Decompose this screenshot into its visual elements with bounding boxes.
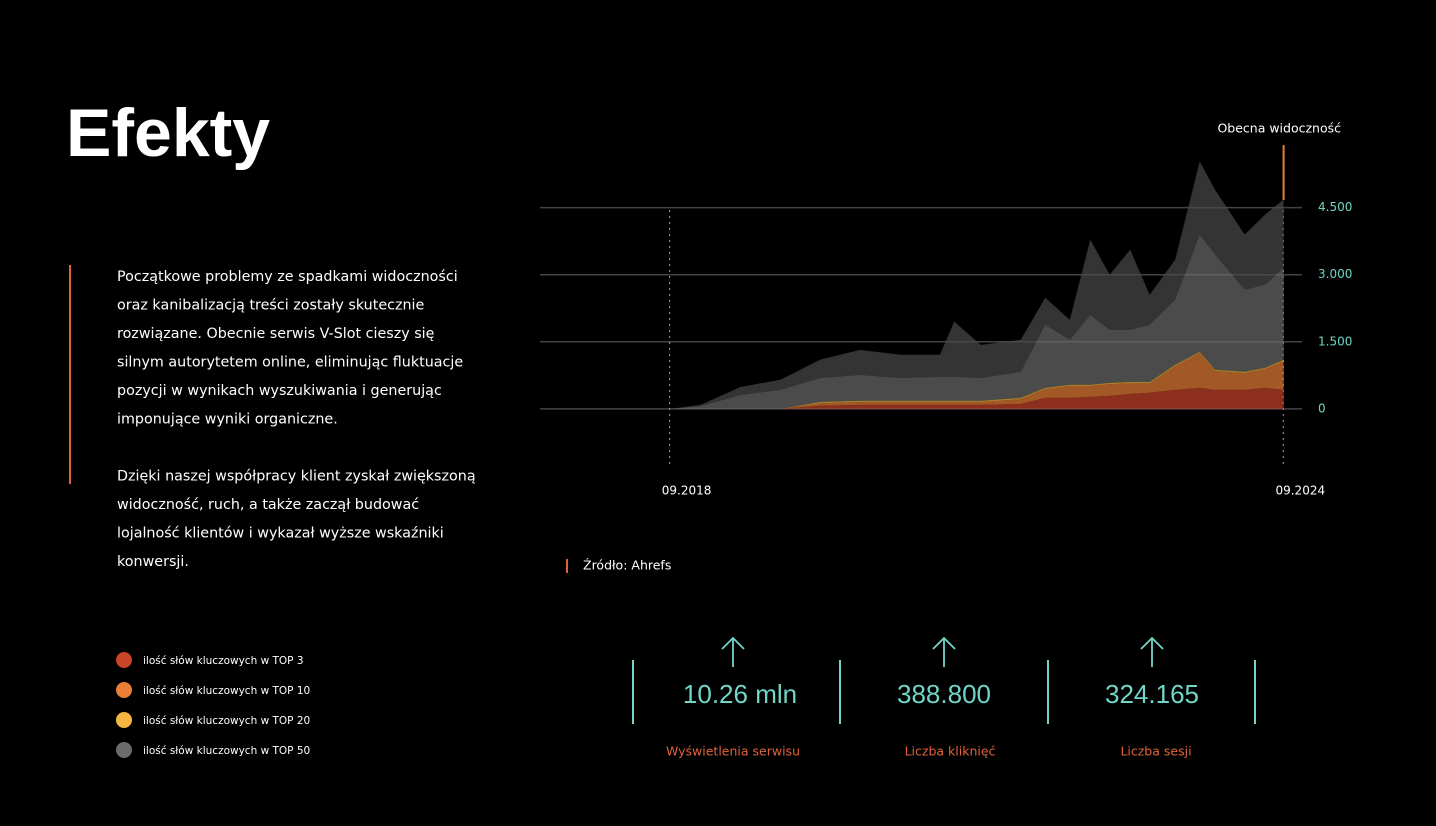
stat-label: Liczba kliknięć [905, 744, 996, 759]
annotation: Obecna widoczność [1217, 121, 1341, 136]
y-tick-label: 0 [1318, 401, 1326, 415]
stat-value: 10.26 mln [683, 679, 797, 709]
chart: 0 1.500 3.000 4.500 09.2018 09.2024 Obecna wid… [540, 121, 1352, 498]
legend-label: ilość słów kluczowych w TOP 50 [143, 745, 310, 757]
paragraph-line: rozwiązane. Obecnie serwis V-Slot cieszy… [117, 326, 435, 342]
y-tick-label: 3.000 [1318, 267, 1352, 281]
area [669, 387, 1284, 409]
x-tick-label: 09.2024 [1275, 484, 1325, 498]
paragraph-line: Początkowe problemy ze spadkami widoczno… [117, 269, 458, 285]
y-tick-label: 4.500 [1318, 200, 1352, 214]
stats: 10.26 mln Wyświetlenia serwisu 388.800 Licz… [632, 636, 1256, 759]
paragraph-line: lojalność klientów i wykazał wyższe wska… [117, 526, 444, 542]
legend-swatch [116, 652, 132, 668]
x-tick-label: 09.2018 [662, 484, 712, 498]
body-text: Początkowe problemy ze spadkami widoczno… [117, 269, 476, 570]
paragraph-line: silnym autorytetem online, eliminując fl… [117, 355, 463, 371]
legend: ilość słów kluczowych w TOP 3 ilość słów … [116, 652, 310, 758]
legend-swatch [116, 712, 132, 728]
stat-label: Wyświetlenia serwisu [666, 744, 800, 759]
paragraph-line: imponujące wyniki organiczne. [117, 412, 338, 428]
stat-value: 388.800 [897, 679, 991, 709]
area [669, 161, 1284, 409]
paragraph-line: pozycji w wynikach wyszukiwania i generu… [117, 383, 442, 399]
area [669, 353, 1284, 409]
y-tick-label: 1.500 [1318, 334, 1352, 348]
paragraph-line: konwersji. [117, 554, 189, 570]
arrow-up [1140, 636, 1164, 667]
title: Efekty [66, 95, 270, 171]
arrow-up [932, 636, 956, 667]
area [669, 234, 1284, 409]
legend-label: ilość słów kluczowych w TOP 20 [143, 715, 310, 727]
legend-swatch [116, 742, 132, 758]
legend-label: ilość słów kluczowych w TOP 3 [143, 655, 304, 667]
stat-label: Liczba sesji [1120, 744, 1191, 759]
source: Źródło: Ahrefs [583, 558, 671, 573]
legend-swatch [116, 682, 132, 698]
arrow-up [721, 636, 745, 667]
paragraph-line: widoczność, ruch, a także zaczął budować [117, 497, 419, 513]
paragraph-line: oraz kanibalizacją treści zostały skutec… [117, 298, 425, 314]
paragraph-line: Dzięki naszej współpracy klient zyskał z… [117, 469, 476, 485]
stat-value: 324.165 [1105, 679, 1199, 709]
legend-label: ilość słów kluczowych w TOP 10 [143, 685, 310, 697]
